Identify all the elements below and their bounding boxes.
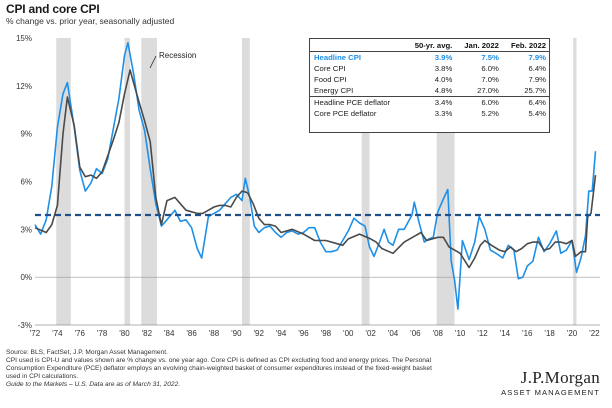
- brand-subtitle: ASSET MANAGEMENT: [501, 388, 600, 397]
- x-tick-label: '88: [209, 329, 220, 338]
- x-tick-label: '20: [567, 329, 578, 338]
- y-tick-label: 9%: [20, 130, 32, 139]
- chart-subtitle: % change vs. prior year, seasonally adju…: [6, 16, 175, 26]
- y-tick-label: -3%: [18, 321, 32, 330]
- table-row-core-pce: Core PCE deflator 3.3% 5.2% 5.4%: [310, 108, 549, 119]
- x-tick-label: '14: [500, 329, 511, 338]
- footnotes: Source: BLS, FactSet, J.P. Morgan Asset …: [6, 349, 486, 389]
- cell-value: 7.9%: [528, 53, 546, 62]
- x-tick-label: '98: [321, 329, 332, 338]
- footnote-line: Source: BLS, FactSet, J.P. Morgan Asset …: [6, 349, 168, 356]
- cell-value: 6.4%: [528, 64, 546, 73]
- x-tick-label: '86: [186, 329, 197, 338]
- table-row-headline-pce: Headline PCE deflator 3.4% 6.0% 6.4%: [310, 96, 549, 108]
- y-tick-label: 12%: [16, 82, 32, 91]
- cell-value: 7.9%: [528, 75, 546, 84]
- table-corner: [310, 39, 406, 52]
- row-label: Core PCE deflator: [314, 109, 377, 118]
- x-tick-label: '78: [97, 329, 108, 338]
- column-header-feb-2022: Feb. 2022: [501, 39, 549, 52]
- cell-value: 5.2%: [481, 109, 499, 118]
- column-header-50yr-avg: 50-yr. avg.: [405, 39, 456, 52]
- series-lines: [34, 42, 600, 310]
- footnote-date: Guide to the Markets – U.S. Data are as …: [6, 380, 181, 388]
- chart-title: CPI and core CPI: [6, 2, 100, 16]
- footnote-line: Consumption Expenditure (PCE) deflator e…: [6, 364, 432, 372]
- row-label: Headline CPI: [314, 53, 361, 62]
- cell-value: 27.0%: [477, 86, 499, 95]
- chart-axes: [35, 276, 600, 326]
- recession-band: [56, 38, 71, 325]
- cell-value: 25.7%: [524, 86, 546, 95]
- inflation-stats-table: 50-yr. avg. Jan. 2022 Feb. 2022 Headline…: [309, 38, 550, 133]
- x-tick-label: '22: [589, 329, 600, 338]
- x-tick-label: '74: [52, 329, 63, 338]
- tick-labels: -3% 0% 3% 6% 9% 12% 15% '72 '74 '76 '78 '80 '82 '84 '8…: [16, 34, 600, 338]
- x-tick-label: '80: [119, 329, 130, 338]
- y-tick-label: 15%: [16, 34, 32, 43]
- x-tick-label: '08: [433, 329, 444, 338]
- table-row-core-cpi: Core CPI 3.8% 6.0% 6.4%: [310, 63, 549, 74]
- cell-value: 7.0%: [481, 75, 499, 84]
- x-tick-label: '16: [522, 329, 533, 338]
- cell-value: 3.8%: [434, 64, 453, 73]
- x-tick-label: '72: [30, 329, 41, 338]
- cell-value: 7.5%: [481, 53, 499, 62]
- x-tick-label: '18: [544, 329, 555, 338]
- brand-name: J.P.Morgan: [520, 368, 600, 387]
- x-tick-label: '06: [410, 329, 421, 338]
- y-tick-label: 0%: [20, 273, 32, 282]
- cell-value: 6.4%: [501, 96, 549, 108]
- column-header-jan-2022: Jan. 2022: [455, 39, 502, 52]
- x-tick-label: '12: [477, 329, 488, 338]
- x-tick-label: '96: [298, 329, 309, 338]
- table-row-headline-cpi: Headline CPI 3.9% 7.5% 7.9%: [310, 52, 549, 64]
- cell-value: 4.8%: [434, 86, 453, 95]
- cell-value: 3.9%: [434, 53, 453, 62]
- headline-cpi-line: [34, 42, 597, 310]
- x-tick-label: '92: [254, 329, 265, 338]
- recession-band: [124, 38, 131, 325]
- jpmorgan-logo: J.P.Morgan ASSET MANAGEMENT: [501, 368, 600, 398]
- cell-value: 4.0%: [434, 75, 453, 84]
- footnote-line: used in CPI calculations.: [6, 372, 79, 380]
- x-tick-label: '82: [142, 329, 153, 338]
- cell-value: 3.3%: [434, 109, 453, 118]
- recession-band: [361, 38, 370, 325]
- recession-band: [573, 38, 577, 325]
- x-tick-label: '76: [75, 329, 86, 338]
- cell-value: 6.0%: [481, 64, 499, 73]
- footnote-line: CPI used is CPI-U and values shown are %…: [6, 356, 432, 364]
- row-label: Energy CPI: [314, 86, 354, 95]
- core-cpi-line: [34, 69, 597, 269]
- x-tick-label: '84: [164, 329, 175, 338]
- table-row-energy-cpi: Energy CPI 4.8% 27.0% 25.7%: [310, 85, 549, 97]
- x-tick-label: '04: [388, 329, 399, 338]
- cell-value: 3.4%: [405, 96, 456, 108]
- x-tick-label: '02: [365, 329, 376, 338]
- y-tick-label: 3%: [20, 225, 32, 234]
- cell-value: 5.4%: [528, 109, 546, 118]
- recession-band: [141, 38, 157, 325]
- row-label: Headline PCE deflator: [310, 96, 406, 108]
- x-tick-label: '00: [343, 329, 354, 338]
- table-row-food-cpi: Food CPI 4.0% 7.0% 7.9%: [310, 74, 549, 85]
- row-label: Food CPI: [314, 75, 347, 84]
- recession-label: Recession: [159, 51, 196, 60]
- cell-value: 6.0%: [455, 96, 502, 108]
- row-label: Core CPI: [314, 64, 346, 73]
- x-tick-label: '90: [231, 329, 242, 338]
- recession-label-leader: [149, 55, 157, 69]
- y-tick-label: 6%: [20, 178, 32, 187]
- x-tick-label: '94: [276, 329, 287, 338]
- x-tick-label: '10: [455, 329, 466, 338]
